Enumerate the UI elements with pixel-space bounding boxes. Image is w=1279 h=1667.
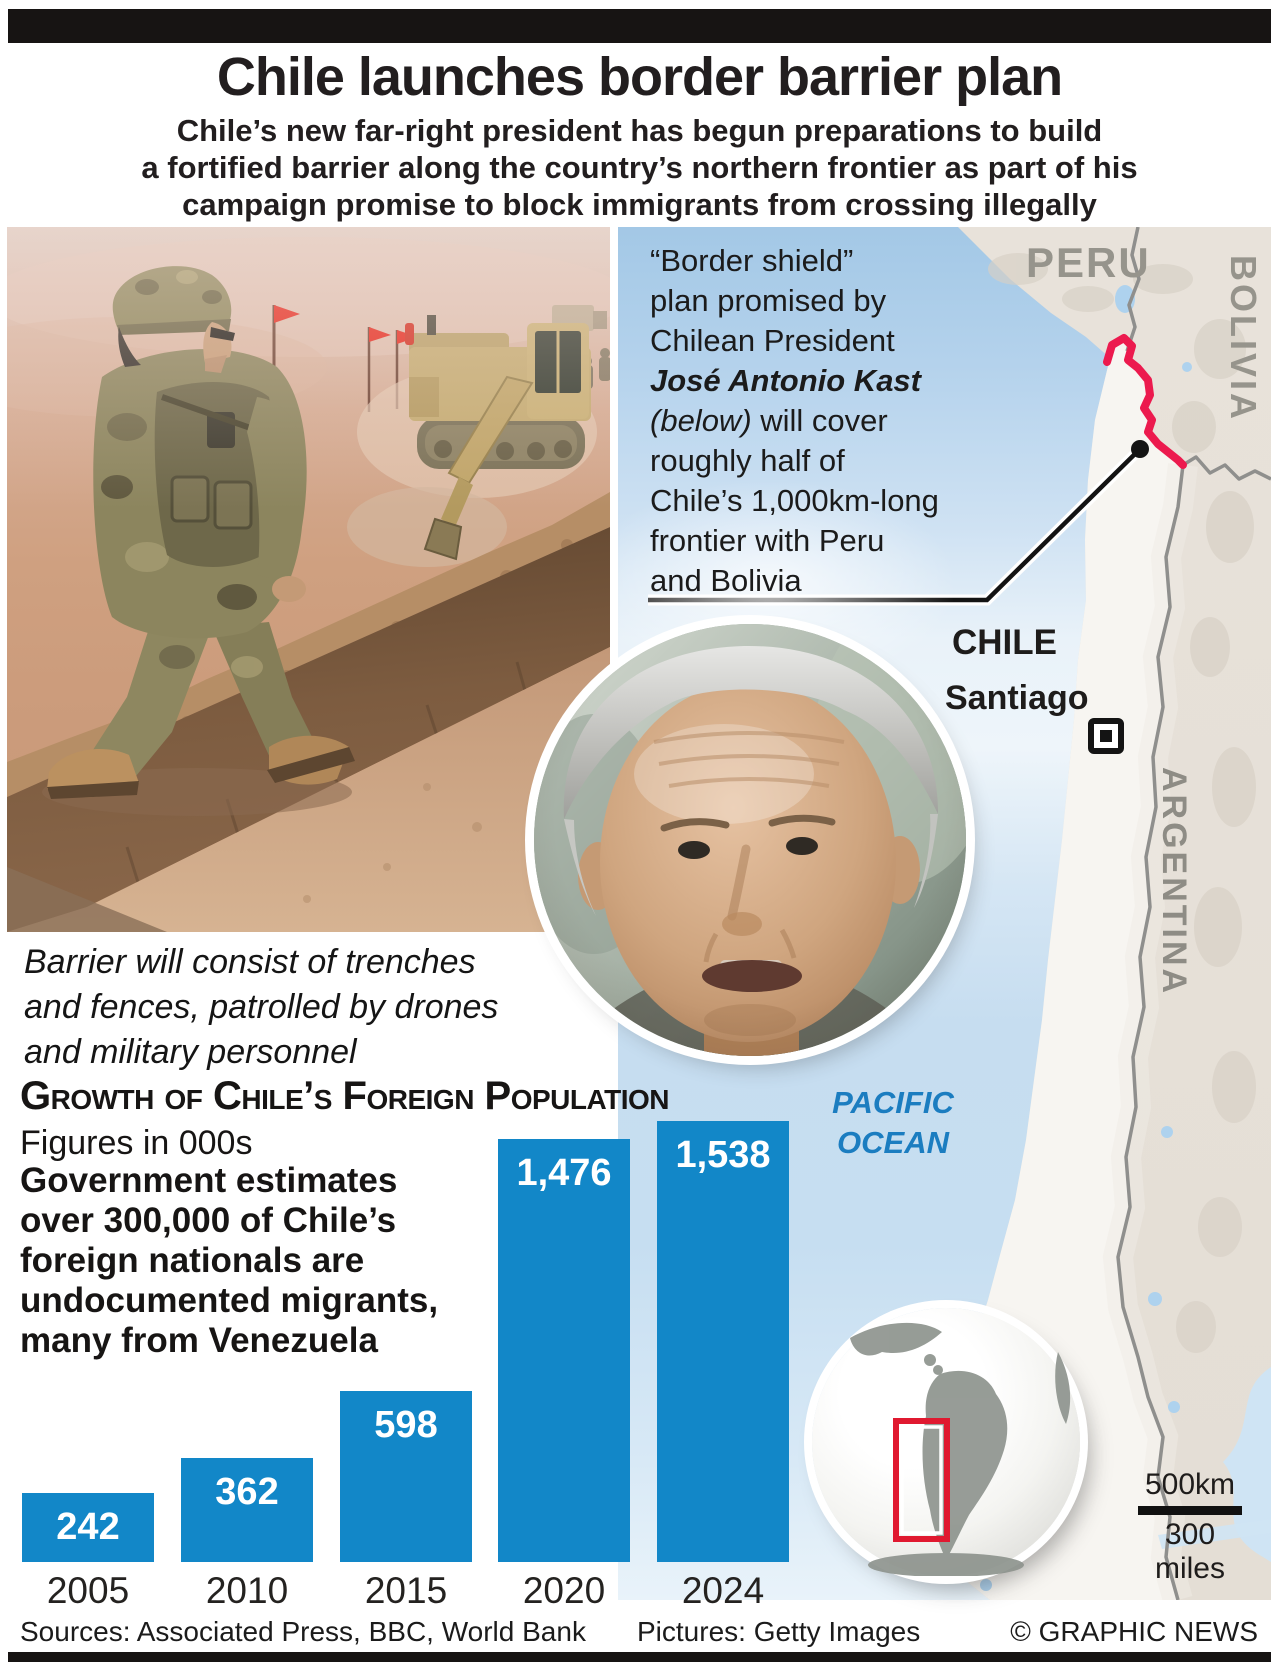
globe-highlight-box bbox=[893, 1418, 950, 1542]
distant-soldiers bbox=[552, 305, 610, 389]
bar-value-label: 598 bbox=[374, 1404, 438, 1446]
map-label-chile: CHILE bbox=[952, 623, 1057, 662]
bar-2024: 1,538 bbox=[657, 1121, 789, 1562]
border-trench-photo bbox=[7, 227, 610, 932]
page-subtitle: Chile’s new far-right president has begu… bbox=[141, 113, 1138, 222]
land-chile bbox=[960, 338, 1183, 1600]
callout-text: “Border shield” plan promised by Chilean P… bbox=[650, 243, 939, 598]
south-america-map bbox=[648, 227, 1271, 1600]
scale-miles: 300 miles bbox=[1154, 1518, 1225, 1585]
map-scale: 500km 300 miles bbox=[1126, 1468, 1254, 1586]
bottom-rule-bar bbox=[8, 1652, 1271, 1662]
year-label: 2010 bbox=[205, 1570, 289, 1611]
chart-units-note: Figures in 000s bbox=[20, 1124, 253, 1162]
scale-bar bbox=[1138, 1506, 1242, 1515]
bar-2005: 242 bbox=[22, 1493, 154, 1562]
year-label: 2015 bbox=[364, 1570, 448, 1611]
footer-pictures: Pictures: Getty Images bbox=[637, 1616, 921, 1647]
year-label: 2020 bbox=[522, 1570, 606, 1611]
chart-heading: Growth of Chile’s Foreign Population bbox=[20, 1074, 670, 1118]
footer-sources: Sources: Associated Press, BBC, World Ba… bbox=[20, 1616, 586, 1647]
globe-continents bbox=[850, 1322, 1071, 1577]
bar-2020: 1,476 bbox=[498, 1139, 630, 1562]
bar-value-label: 242 bbox=[56, 1506, 120, 1548]
trench-scene-illustration bbox=[7, 237, 610, 932]
locator-globe bbox=[812, 1308, 1080, 1577]
leader-dot bbox=[1131, 440, 1149, 458]
page-title: Chile launches border barrier plan bbox=[216, 47, 1063, 107]
terrain-texture bbox=[988, 253, 1256, 1353]
map-label-bolivia: BOLIVIA bbox=[1223, 255, 1264, 423]
country-borders bbox=[1116, 227, 1271, 1600]
border-barrier-line bbox=[1103, 334, 1187, 469]
bar-value-label: 362 bbox=[215, 1471, 279, 1513]
extinguisher-icon bbox=[405, 323, 414, 345]
foreground-sand bbox=[7, 647, 610, 932]
map-label-pacific-ocean: PACIFIC OCEAN bbox=[832, 1085, 954, 1160]
bar-chart: 242 362 598 1,476 1,538 bbox=[0, 1121, 800, 1562]
bar-chart-year-axis: 2005 2010 2015 2020 2024 bbox=[0, 1570, 800, 1612]
footer-copyright: © GRAPHIC NEWS bbox=[1010, 1616, 1258, 1647]
body-paragraph: Government estimates over 300,000 of Chil… bbox=[20, 1161, 439, 1360]
bar-value-label: 1,476 bbox=[516, 1152, 612, 1194]
flag-icons bbox=[272, 305, 418, 442]
photo-caption: Barrier will consist of trenches and fenc… bbox=[24, 943, 499, 1071]
year-label: 2005 bbox=[46, 1570, 130, 1611]
map-label-peru: PERU bbox=[1026, 239, 1151, 286]
bar-value-label: 1,538 bbox=[675, 1134, 771, 1176]
trench-face bbox=[7, 527, 610, 932]
magellan-strait bbox=[1158, 1519, 1271, 1549]
bar-2010: 362 bbox=[181, 1458, 313, 1562]
city-marker bbox=[1088, 718, 1124, 754]
bar-2015: 598 bbox=[340, 1391, 472, 1562]
map-label-santiago: Santiago bbox=[945, 679, 1089, 717]
map-label-argentina: ARGENTINA bbox=[1155, 767, 1193, 997]
top-rule-bar bbox=[8, 9, 1271, 43]
scale-km: 500km bbox=[1144, 1468, 1236, 1501]
kast-portrait bbox=[534, 624, 966, 1056]
year-label: 2024 bbox=[681, 1570, 765, 1611]
